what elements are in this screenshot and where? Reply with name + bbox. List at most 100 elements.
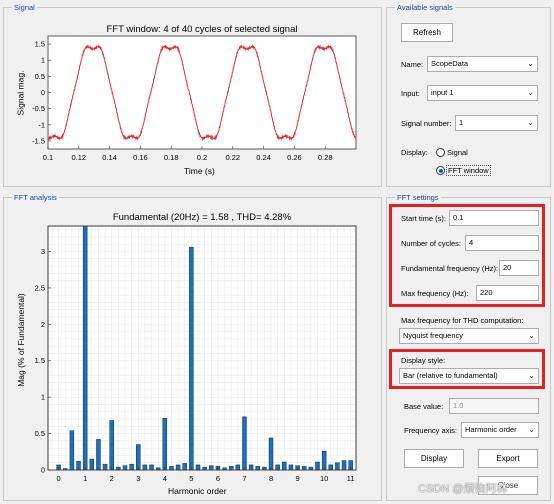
fft-settings-title: FFT settings <box>395 192 441 203</box>
fft-x-tick-label: 4 <box>163 474 167 483</box>
fft-bar <box>89 458 95 471</box>
signal-plot: 1.5 1 0.5 0 -0.5 -1 -1.5 0.1 0.12 0.14 0.16 0.18 0.… <box>32 35 357 162</box>
fft-analysis-title: FFT analysis <box>12 192 59 203</box>
fft-x-tick-label: 10 <box>320 474 328 483</box>
fft-bar <box>189 246 194 471</box>
signal-x-tick-label: 0.26 <box>287 153 302 162</box>
fft-bar <box>341 460 347 471</box>
fft-bar <box>136 444 141 471</box>
close-button[interactable]: Close <box>478 476 538 495</box>
fft-bar <box>122 465 128 471</box>
export-button[interactable]: Export <box>478 449 538 468</box>
fft-x-tick-label: 7 <box>242 474 246 483</box>
signal-x-tick-label: 0.14 <box>102 153 117 162</box>
fft-bar <box>315 461 320 471</box>
chevron-down-icon: ⌄ <box>527 88 534 97</box>
chevron-down-icon: ⌄ <box>528 371 535 380</box>
fft-bar <box>209 465 214 471</box>
signal-number-dropdown[interactable]: 1 ⌄ <box>455 115 538 131</box>
fft-bar <box>248 464 254 471</box>
fft-bar <box>202 466 207 471</box>
fund-freq-label: Fundamental frequency (Hz): <box>401 264 499 273</box>
cycles-label: Number of cycles: <box>401 239 462 248</box>
thd-dropdown[interactable]: Nyquist frequency ⌄ <box>399 328 539 344</box>
display-style-dropdown[interactable]: Bar (relative to fundamental) ⌄ <box>399 368 539 384</box>
cycles-field[interactable]: 4 <box>465 235 539 251</box>
fft-y-tick-label: 3 <box>41 247 45 256</box>
signal-panel: Signal <box>3 2 382 187</box>
fft-bar <box>255 466 261 471</box>
display-signal-radio[interactable] <box>436 148 445 157</box>
fft-bar <box>82 225 88 471</box>
fft-x-tick-label: 0 <box>57 474 61 483</box>
freq-axis-dropdown[interactable]: Harmonic order ⌄ <box>461 422 539 438</box>
signal-waveform <box>47 43 357 142</box>
signal-x-tick-label: 0.22 <box>225 153 240 162</box>
chevron-down-icon: ⌄ <box>527 59 534 68</box>
fft-x-tick-label: 2 <box>110 474 114 483</box>
signal-x-tick-label: 0.24 <box>256 153 271 162</box>
signal-number-dropdown-value: 1 <box>459 118 464 127</box>
fft-bar <box>228 466 234 471</box>
fft-bar <box>335 462 340 471</box>
fft-settings-panel: FFT settings <box>386 192 551 501</box>
signal-x-tick-label: 0.18 <box>164 153 179 162</box>
fft-x-tick-label: 3 <box>136 474 140 483</box>
display-fft-window-radio[interactable] <box>436 166 445 175</box>
fft-bar <box>308 466 314 471</box>
highlight-box-display-style <box>389 349 545 389</box>
max-freq-field[interactable]: 220 <box>476 285 539 301</box>
name-dropdown[interactable]: ScopeData ⌄ <box>427 56 538 72</box>
fft-y-tick-label: 1.5 <box>35 356 45 365</box>
fft-bar <box>282 461 287 471</box>
display-style-label: Display style: <box>401 356 446 365</box>
signal-number-label: Signal number: <box>401 119 452 128</box>
signal-x-tick-label: 0.1 <box>43 153 53 162</box>
base-value-field: 1.0 <box>449 398 539 414</box>
signal-x-tick-label: 0.2 <box>197 153 207 162</box>
refresh-button[interactable]: Refresh <box>401 23 453 42</box>
chevron-down-icon: ⌄ <box>527 118 534 127</box>
fft-y-tick-label: 0 <box>41 466 45 475</box>
max-freq-label: Max frequency (Hz): <box>401 289 469 298</box>
display-signal-option[interactable]: Signal <box>447 148 468 157</box>
start-time-field[interactable]: 0.1 <box>449 210 539 226</box>
signal-y-tick-label: 1.5 <box>35 40 45 49</box>
signal-y-tick-label: 1 <box>41 56 45 65</box>
display-style-dropdown-value: Bar (relative to fundamental) <box>403 371 498 380</box>
signal-x-tick-label: 0.28 <box>318 153 333 162</box>
highlight-box-settings <box>389 204 545 307</box>
fund-freq-field[interactable]: 20 <box>499 260 539 276</box>
fft-bar <box>195 464 201 471</box>
display-fft-window-option[interactable]: FFT window <box>446 165 491 176</box>
fft-bar <box>182 463 187 471</box>
fft-y-tick-label: 2 <box>41 320 45 329</box>
fft-bar <box>275 464 280 471</box>
fft-y-tick-label: 2.5 <box>35 283 45 292</box>
fft-y-tick-label: 0.5 <box>35 429 45 438</box>
signal-x-tick-label: 0.16 <box>133 153 148 162</box>
fft-bar <box>69 430 75 471</box>
fft-bar <box>262 466 267 471</box>
fft-bar <box>109 420 114 471</box>
signal-y-tick-label: -1.5 <box>32 136 45 145</box>
display-button[interactable]: Display <box>404 449 464 468</box>
fft-y-tick-label: 1 <box>41 393 45 402</box>
freq-axis-dropdown-value: Harmonic order <box>465 425 517 434</box>
input-dropdown[interactable]: input 1 ⌄ <box>427 85 538 101</box>
fft-x-tick-label: 1 <box>83 474 87 483</box>
signal-y-tick-label: -1 <box>38 120 45 129</box>
thd-label: Max frequency for THD computation: <box>401 316 524 325</box>
signal-plot-title: FFT window: 4 of 40 cycles of selected s… <box>106 24 298 35</box>
name-dropdown-value: ScopeData <box>431 59 469 68</box>
fft-bar <box>175 464 181 471</box>
fft-bar <box>268 437 274 471</box>
fft-plot-title: Fundamental (20Hz) = 1.58 , THD= 4.28% <box>112 212 292 223</box>
display-label: Display: <box>401 148 428 157</box>
signal-y-tick-label: 0.5 <box>35 72 45 81</box>
fft-bar <box>142 464 148 471</box>
signal-y-tick-label: -0.5 <box>32 104 45 113</box>
fft-bar <box>242 416 247 471</box>
signal-xlabel: Time (s) <box>184 166 215 176</box>
